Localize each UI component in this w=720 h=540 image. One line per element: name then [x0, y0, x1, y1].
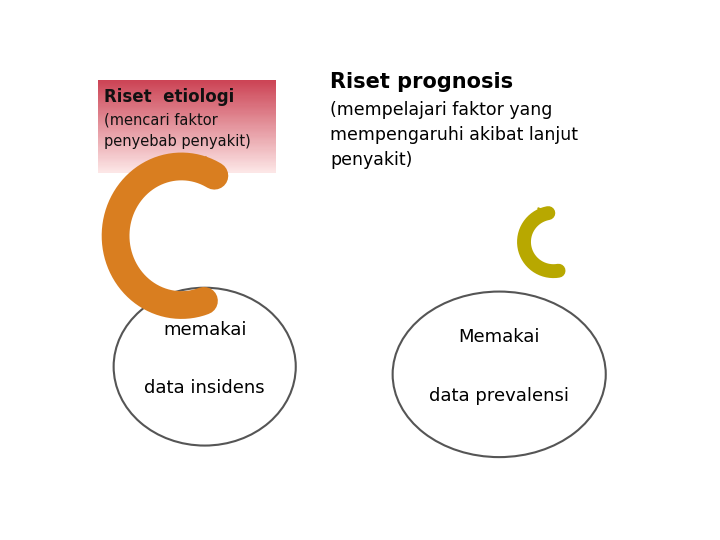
Bar	[98, 168, 276, 169]
Bar	[98, 143, 276, 144]
Bar	[98, 103, 276, 104]
Bar	[98, 154, 276, 156]
Bar	[98, 130, 276, 131]
Bar	[98, 96, 276, 98]
Bar	[98, 124, 276, 125]
Bar	[98, 123, 276, 124]
Bar	[98, 132, 276, 133]
Bar	[98, 82, 276, 83]
Bar	[98, 136, 276, 137]
Bar	[98, 83, 276, 84]
Text: (mencari faktor
penyebab penyakit): (mencari faktor penyebab penyakit)	[104, 112, 251, 148]
Bar	[98, 107, 276, 108]
Bar	[98, 92, 276, 93]
Bar	[98, 129, 276, 130]
Bar	[98, 80, 276, 82]
Bar	[98, 133, 276, 134]
Bar	[98, 118, 276, 119]
Bar	[98, 115, 276, 116]
Bar	[98, 86, 276, 87]
Bar	[98, 141, 276, 143]
Bar	[98, 139, 276, 140]
Bar	[98, 101, 276, 102]
Bar	[98, 87, 276, 88]
Bar	[98, 84, 276, 85]
Bar	[98, 160, 276, 161]
Bar	[98, 90, 276, 91]
Bar	[98, 126, 276, 127]
Bar	[98, 127, 276, 129]
Bar	[98, 159, 276, 160]
Bar	[98, 94, 276, 95]
Bar	[98, 112, 276, 114]
Bar	[98, 104, 276, 106]
Polygon shape	[538, 208, 551, 221]
Bar	[98, 150, 276, 151]
Text: Riset  etiologi: Riset etiologi	[104, 88, 234, 106]
Bar	[98, 98, 276, 99]
Text: (mempelajari faktor yang
mempengaruhi akibat lanjut
penyakit): (mempelajari faktor yang mempengaruhi ak…	[330, 101, 578, 169]
Bar	[98, 106, 276, 107]
Ellipse shape	[392, 292, 606, 457]
Bar	[98, 170, 276, 171]
Bar	[98, 147, 276, 149]
Bar	[98, 138, 276, 139]
Bar	[98, 119, 276, 120]
Bar	[98, 108, 276, 109]
Bar	[98, 169, 276, 170]
Bar	[98, 148, 276, 150]
Bar	[98, 95, 276, 96]
Bar	[98, 102, 276, 103]
Bar	[98, 164, 276, 165]
Bar	[98, 85, 276, 86]
Bar	[98, 161, 276, 162]
Bar	[98, 167, 276, 168]
Bar	[98, 137, 276, 138]
Bar	[98, 125, 276, 126]
Bar	[98, 145, 276, 146]
Bar	[98, 140, 276, 141]
Bar	[98, 99, 276, 100]
Bar	[98, 91, 276, 92]
Bar	[98, 134, 276, 136]
Bar	[98, 158, 276, 159]
Bar	[98, 100, 276, 101]
Bar	[98, 88, 276, 90]
Bar	[98, 93, 276, 94]
Bar	[98, 146, 276, 147]
Bar	[98, 120, 276, 122]
Bar	[98, 110, 276, 111]
Bar	[98, 151, 276, 152]
Bar	[98, 116, 276, 117]
Polygon shape	[194, 157, 217, 178]
Bar	[98, 122, 276, 123]
Bar	[98, 162, 276, 164]
Bar	[98, 114, 276, 115]
Text: memakai

data insidens: memakai data insidens	[145, 321, 265, 397]
Text: Riset prognosis: Riset prognosis	[330, 72, 513, 92]
Bar	[98, 117, 276, 118]
Bar	[98, 144, 276, 145]
Bar	[98, 111, 276, 112]
Bar	[98, 171, 276, 173]
Bar	[98, 156, 276, 157]
Bar	[98, 165, 276, 166]
Ellipse shape	[114, 288, 296, 445]
Text: Memakai

data prevalensi: Memakai data prevalensi	[429, 328, 570, 405]
Bar	[98, 157, 276, 158]
Bar	[98, 166, 276, 167]
Bar	[98, 153, 276, 154]
Bar	[98, 152, 276, 153]
Bar	[98, 131, 276, 132]
Bar	[98, 109, 276, 110]
